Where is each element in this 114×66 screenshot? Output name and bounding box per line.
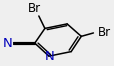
Text: N: N [45, 50, 54, 63]
Text: Br: Br [28, 2, 41, 15]
Text: N: N [3, 37, 12, 50]
Text: Br: Br [97, 26, 110, 39]
